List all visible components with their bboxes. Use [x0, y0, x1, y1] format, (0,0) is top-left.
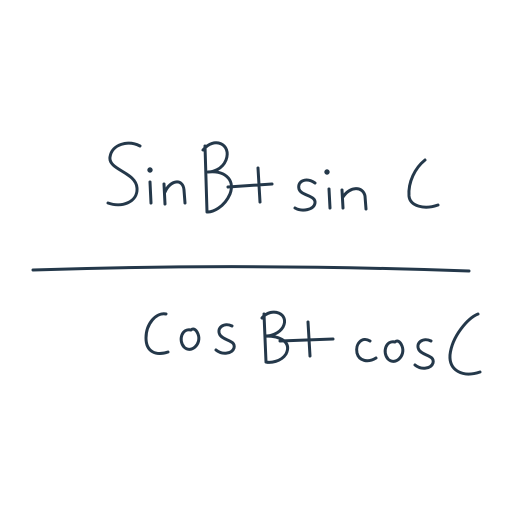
fraction-bar [31, 265, 471, 273]
glyph-c [355, 338, 378, 363]
ink-strokes [31, 141, 482, 376]
glyph-i-dot [147, 167, 153, 173]
glyph-n [162, 180, 187, 206]
glyph-s [293, 178, 317, 212]
glyph-i-2-dot [324, 169, 330, 175]
glyph-S [106, 141, 142, 207]
glyph-o [179, 327, 201, 351]
glyph-B [201, 141, 233, 214]
numerator-strokes [106, 141, 440, 214]
glyph-C [407, 158, 440, 209]
glyph-s-den-2 [413, 338, 435, 370]
denominator-strokes [144, 310, 482, 376]
glyph-i [148, 180, 153, 205]
glyph-C-den-2 [448, 312, 482, 376]
glyph-n-2 [340, 187, 368, 211]
glyph-o-2 [383, 339, 405, 363]
glyph-s-den [214, 323, 236, 355]
glyph-B-den [260, 310, 289, 364]
glyph-i-2 [327, 187, 332, 210]
glyph-C-den [144, 312, 170, 355]
glyph-plus-1 [226, 166, 274, 204]
glyph-plus-2 [278, 320, 335, 358]
